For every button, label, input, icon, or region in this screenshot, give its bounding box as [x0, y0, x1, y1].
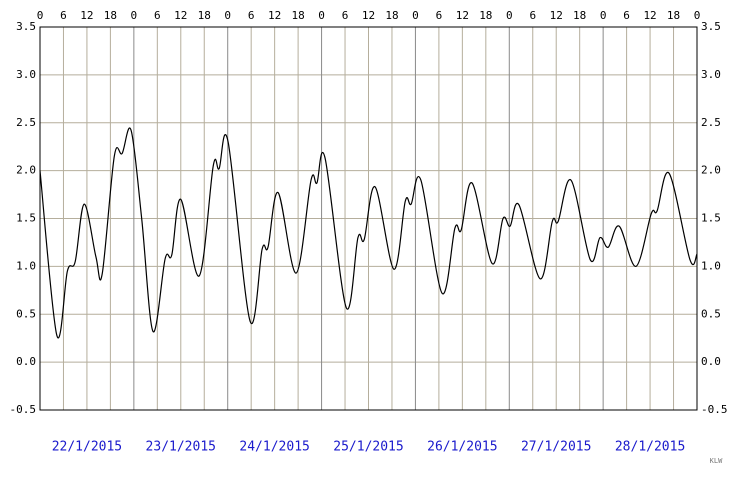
y-tick-label: 0.5	[16, 307, 36, 320]
x-tick-label: 6	[60, 9, 67, 22]
x-tick-label: 18	[104, 9, 117, 22]
x-tick-label: 0	[412, 9, 419, 22]
x-tick-label: 0	[600, 9, 607, 22]
y-tick-label: 2.5	[16, 116, 36, 129]
day-label: 27/1/2015	[521, 440, 591, 455]
line-series	[39, 127, 698, 339]
y-tick-label: 0.5	[701, 307, 721, 320]
y-tick-label: 0.0	[16, 355, 36, 368]
x-tick-label: 12	[174, 9, 187, 22]
y-tick-label: -0.5	[10, 403, 37, 416]
day-label: 28/1/2015	[615, 440, 685, 455]
day-label: 26/1/2015	[427, 440, 497, 455]
y-tick-label: 2.5	[701, 116, 721, 129]
x-tick-label: 18	[667, 9, 680, 22]
y-tick-label: 3.0	[701, 68, 721, 81]
x-tick-label: 6	[154, 9, 161, 22]
day-label: 22/1/2015	[52, 440, 122, 455]
x-tick-label: 18	[479, 9, 492, 22]
y-tick-label: 2.0	[16, 164, 36, 177]
x-tick-label: 6	[342, 9, 349, 22]
x-tick-label: 12	[80, 9, 93, 22]
y-tick-label: 1.0	[701, 259, 721, 272]
credit: KLW	[710, 457, 723, 465]
x-tick-label: 18	[385, 9, 398, 22]
day-label: 25/1/2015	[333, 440, 403, 455]
y-tick-label: 3.5	[701, 20, 721, 33]
x-tick-label: 12	[456, 9, 469, 22]
x-tick-label: 6	[623, 9, 630, 22]
x-tick-label: 18	[291, 9, 304, 22]
x-tick-label: 18	[573, 9, 586, 22]
x-tick-label: 0	[694, 9, 701, 22]
x-tick-label: 6	[529, 9, 536, 22]
x-tick-label: 6	[436, 9, 443, 22]
day-label: 24/1/2015	[239, 440, 309, 455]
y-tick-label: 2.0	[701, 164, 721, 177]
x-tick-label: 0	[506, 9, 513, 22]
x-tick-label: 12	[550, 9, 563, 22]
x-tick-label: 0	[318, 9, 325, 22]
x-tick-label: 0	[37, 9, 44, 22]
x-tick-label: 18	[198, 9, 211, 22]
y-tick-label: 1.5	[16, 212, 36, 225]
y-tick-label: 3.5	[16, 20, 36, 33]
day-label: 23/1/2015	[146, 440, 216, 455]
y-tick-label: 1.0	[16, 259, 36, 272]
y-tick-label: 1.5	[701, 212, 721, 225]
y-tick-label: 0.0	[701, 355, 721, 368]
y-tick-label: -0.5	[701, 403, 728, 416]
x-tick-label: 0	[224, 9, 231, 22]
x-tick-label: 12	[268, 9, 281, 22]
plot-border	[39, 26, 698, 411]
x-tick-label: 0	[131, 9, 138, 22]
x-tick-label: 12	[643, 9, 656, 22]
y-tick-label: 3.0	[16, 68, 36, 81]
x-tick-label: 12	[362, 9, 375, 22]
x-tick-label: 6	[248, 9, 255, 22]
